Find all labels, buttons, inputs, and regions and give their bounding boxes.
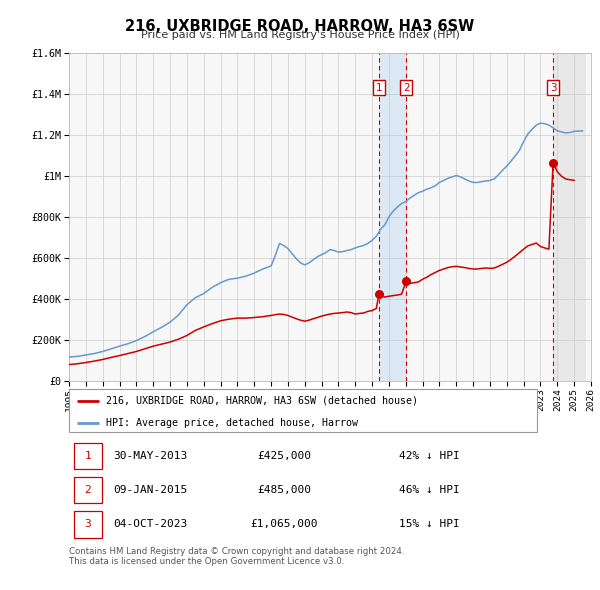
Bar <box>379 53 406 381</box>
Text: 2: 2 <box>85 486 91 495</box>
Text: £1,065,000: £1,065,000 <box>251 519 318 529</box>
Text: 3: 3 <box>85 519 91 529</box>
Text: 30-MAY-2013: 30-MAY-2013 <box>113 451 188 461</box>
Text: 42% ↓ HPI: 42% ↓ HPI <box>399 451 460 461</box>
Text: 216, UXBRIDGE ROAD, HARROW, HA3 6SW (detached house): 216, UXBRIDGE ROAD, HARROW, HA3 6SW (det… <box>106 396 418 406</box>
Text: Price paid vs. HM Land Registry's House Price Index (HPI): Price paid vs. HM Land Registry's House … <box>140 30 460 40</box>
Bar <box>74 512 102 537</box>
Bar <box>74 443 102 469</box>
Bar <box>553 53 586 381</box>
Text: Contains HM Land Registry data © Crown copyright and database right 2024.
This d: Contains HM Land Registry data © Crown c… <box>69 547 404 566</box>
Text: 09-JAN-2015: 09-JAN-2015 <box>113 486 188 495</box>
Text: 1: 1 <box>85 451 91 461</box>
Text: 216, UXBRIDGE ROAD, HARROW, HA3 6SW: 216, UXBRIDGE ROAD, HARROW, HA3 6SW <box>125 19 475 34</box>
Text: 1: 1 <box>376 83 382 93</box>
Text: 3: 3 <box>550 83 556 93</box>
Bar <box>74 477 102 503</box>
Text: 04-OCT-2023: 04-OCT-2023 <box>113 519 188 529</box>
Text: £425,000: £425,000 <box>257 451 311 461</box>
Text: HPI: Average price, detached house, Harrow: HPI: Average price, detached house, Harr… <box>106 418 358 428</box>
Text: 2: 2 <box>403 83 409 93</box>
Text: 15% ↓ HPI: 15% ↓ HPI <box>399 519 460 529</box>
Text: 46% ↓ HPI: 46% ↓ HPI <box>399 486 460 495</box>
Text: £485,000: £485,000 <box>257 486 311 495</box>
